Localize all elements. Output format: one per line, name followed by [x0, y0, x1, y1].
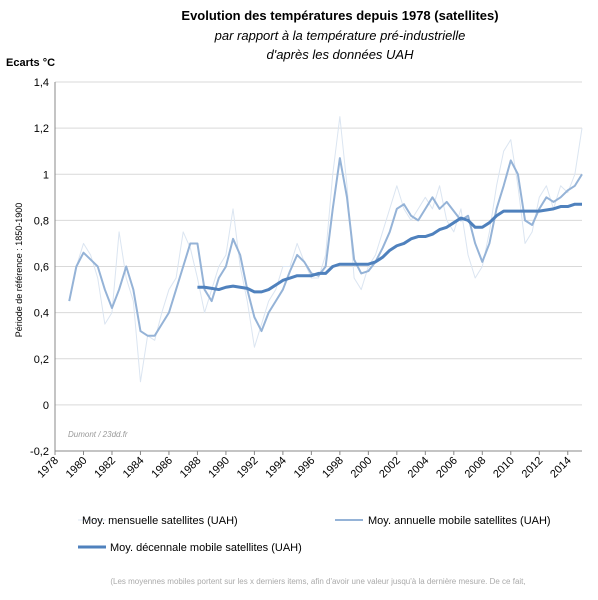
chart-title: Evolution des températures depuis 1978 (…	[181, 8, 498, 23]
x-tick-label: 1984	[121, 455, 147, 481]
x-tick-label: 2010	[491, 455, 517, 481]
series-line	[68, 157, 583, 337]
x-tick-label: 2008	[463, 455, 489, 481]
y-tick-label: 0,4	[34, 308, 49, 320]
y-tick-label: 0,6	[34, 262, 49, 274]
x-tick-label: 1998	[320, 455, 346, 481]
x-tick-label: 1982	[92, 455, 118, 481]
x-tick-label: 1986	[149, 455, 175, 481]
x-tick-label: 2012	[520, 455, 546, 481]
series-line	[197, 202, 582, 294]
footnote: (Les moyennes mobiles portent sur les x …	[110, 577, 525, 586]
series-line	[68, 116, 583, 383]
y-tick-label: 0	[43, 400, 49, 412]
legend-label: Moy. décennale mobile satellites (UAH)	[110, 542, 302, 554]
x-tick-label: 1978	[35, 455, 61, 481]
y-tick-label: 1	[43, 169, 49, 181]
y-tick-label: 0,2	[34, 354, 49, 366]
y-tick-label: 0,8	[34, 215, 49, 227]
x-tick-label: 1988	[178, 455, 204, 481]
legend-label: Moy. annuelle mobile satellites (UAH)	[368, 515, 551, 527]
legend-label: Moy. mensuelle satellites (UAH)	[82, 515, 238, 527]
x-tick-label: 1996	[292, 455, 318, 481]
x-tick-label: 1992	[235, 455, 261, 481]
x-tick-label: 2002	[377, 455, 403, 481]
x-tick-label: 2000	[349, 455, 375, 481]
y-label: Ecarts °C	[6, 57, 55, 69]
chart-subtitle: d'après les données UAH	[266, 47, 414, 62]
y-tick-label: 1,2	[34, 123, 49, 135]
annotation: Dumont / 23dd.fr	[68, 430, 128, 439]
y-tick-label: 1,4	[34, 77, 49, 89]
y-tick-label: -0,2	[30, 446, 49, 458]
x-tick-label: 2014	[548, 455, 574, 481]
x-tick-label: 2006	[434, 455, 460, 481]
x-tick-label: 1994	[263, 455, 289, 481]
x-tick-label: 1990	[206, 455, 232, 481]
x-tick-label: 2004	[406, 455, 432, 481]
x-tick-label: 1980	[64, 455, 90, 481]
y-axis-title: Période de référence : 1850-1900	[14, 203, 24, 338]
chart-subtitle: par rapport à la température pré-industr…	[214, 28, 466, 43]
